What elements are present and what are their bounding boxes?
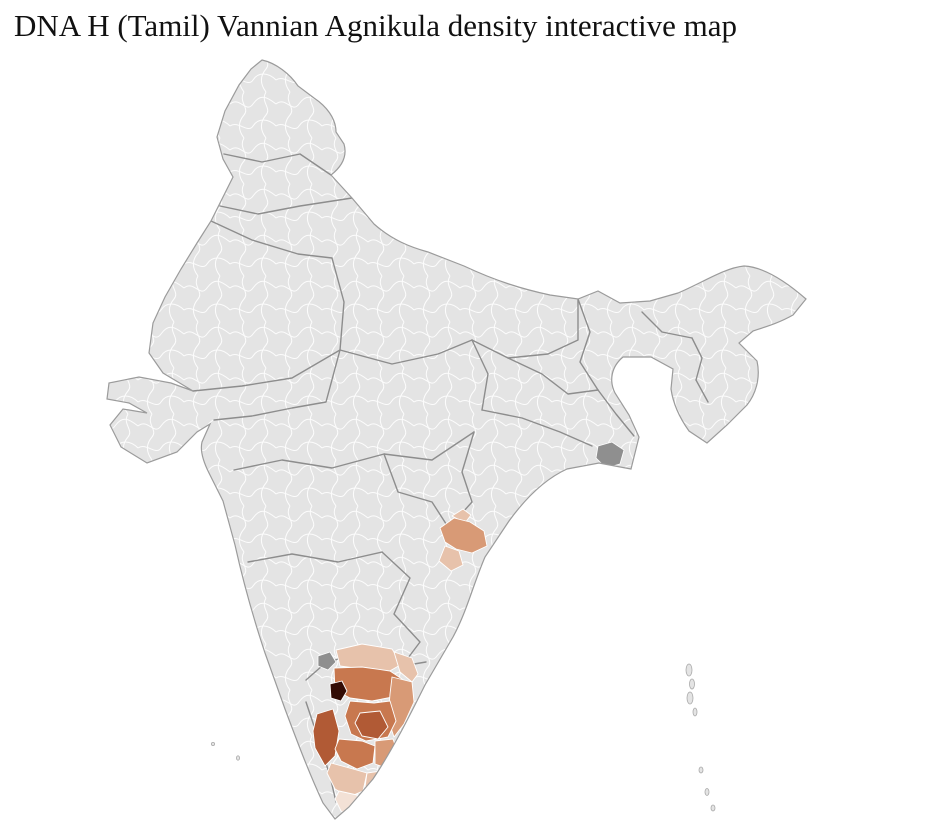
district-region[interactable] (439, 517, 488, 554)
district-region[interactable] (329, 680, 348, 702)
andaman-island (692, 707, 698, 717)
district-region[interactable] (335, 643, 403, 673)
page-title: DNA H (Tamil) Vannian Agnikula density i… (14, 8, 738, 43)
island-group (210, 663, 716, 812)
district-region[interactable] (334, 738, 376, 770)
district-region[interactable] (374, 738, 400, 770)
district-region[interactable] (595, 441, 625, 469)
nicobar-island (710, 804, 716, 812)
district-region[interactable] (326, 762, 368, 798)
andaman-island (689, 678, 695, 690)
district-region[interactable] (312, 708, 340, 767)
lakshadweep-island (235, 755, 240, 761)
no-data-districts[interactable] (317, 441, 625, 671)
district-region[interactable] (354, 710, 389, 740)
andaman-island (686, 691, 694, 705)
district-region[interactable] (438, 545, 464, 572)
nicobar-island (698, 766, 704, 774)
andaman-island (685, 663, 693, 677)
density-districts[interactable] (312, 508, 488, 818)
district-region[interactable] (317, 651, 337, 671)
district-region[interactable] (393, 651, 419, 683)
nicobar-island (704, 788, 710, 796)
lakshadweep-island (210, 742, 215, 747)
